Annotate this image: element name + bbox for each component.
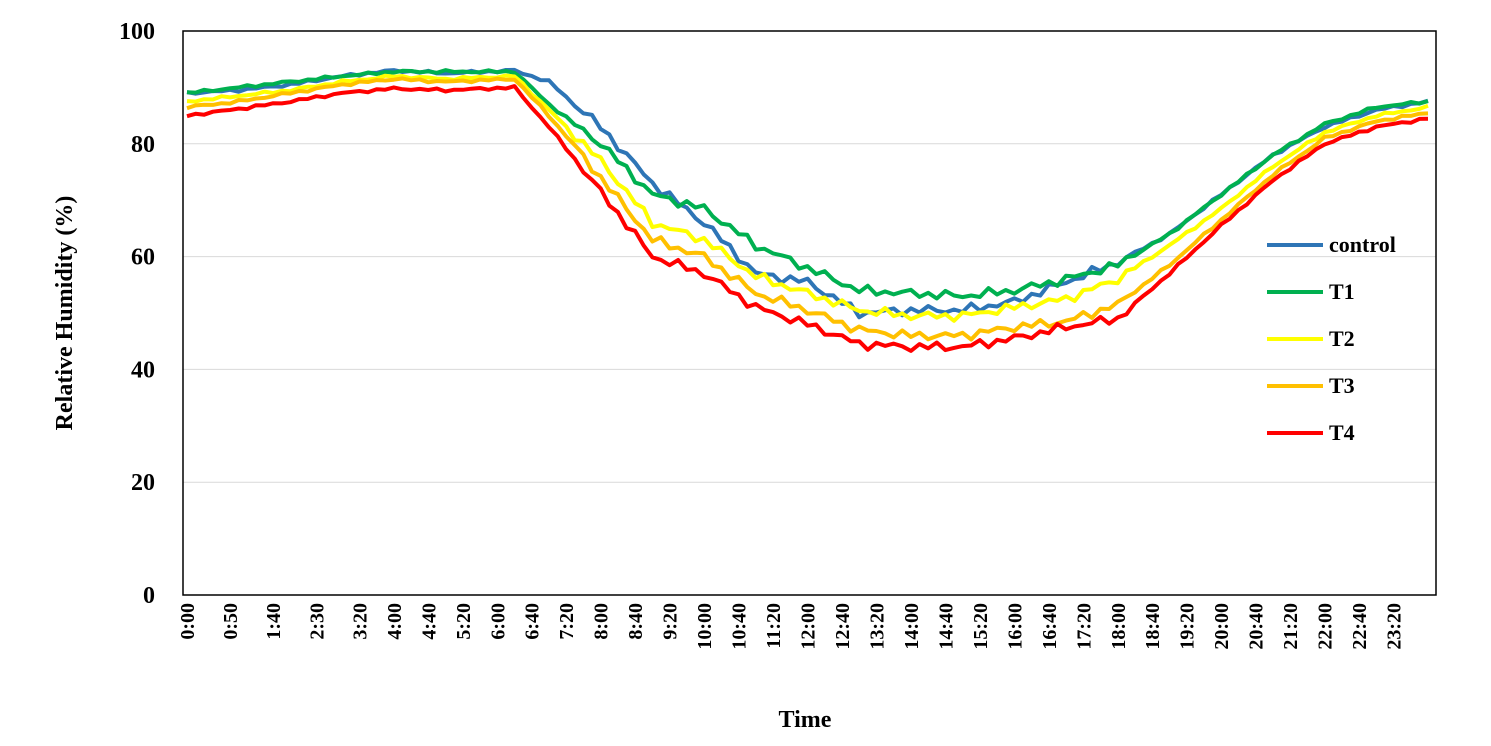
legend-label: T2 [1329,326,1355,351]
x-tick-label: 20:40 [1246,603,1268,650]
legend-label: T4 [1329,420,1355,445]
series-line-t4 [186,84,1429,353]
grid-lines [183,30,1436,483]
x-tick-label: 4:00 [384,603,406,640]
x-tick-label: 9:20 [660,603,682,640]
x-tick-label: 6:00 [487,603,509,640]
y-axis-ticks: 0 20 40 60 80 100 [119,19,155,609]
x-tick-label: 18:00 [1108,603,1130,650]
x-tick-label: 21:20 [1280,603,1302,650]
y-axis-title: Relative Humidity (%) [52,196,78,431]
x-tick-label: 5:20 [453,603,475,640]
x-tick-label: 4:40 [418,603,440,640]
legend-label: T3 [1329,373,1355,398]
x-tick-label: 13:20 [866,603,888,650]
x-tick-label: 0:00 [177,603,199,640]
y-tick-label: 20 [131,470,155,496]
x-tick-label: 14:00 [901,603,923,650]
x-tick-label: 8:00 [591,603,613,640]
x-tick-label: 20:00 [1211,603,1233,650]
series-layer [186,67,1429,353]
x-tick-label: 8:40 [625,603,647,640]
legend: control T1 T2 T3 T4 [1267,232,1396,445]
x-tick-label: 10:40 [729,603,751,650]
x-tick-label: 17:20 [1073,603,1095,650]
x-axis-title: Time [779,707,832,733]
x-tick-label: 11:20 [763,603,785,649]
x-tick-label: 22:40 [1349,603,1371,650]
x-tick-label: 2:30 [306,603,328,640]
x-tick-label: 7:20 [556,603,578,640]
x-tick-label: 0:50 [220,603,242,640]
plot-area-border [182,30,1437,596]
x-tick-label: 14:40 [935,603,957,650]
series-line-t3 [186,76,1429,342]
y-tick-label: 40 [131,357,155,383]
y-tick-label: 60 [131,245,155,271]
legend-label: T1 [1329,279,1355,304]
x-tick-label: 12:00 [798,603,820,650]
x-tick-label: 19:20 [1177,603,1199,650]
x-tick-label: 6:40 [522,603,544,640]
y-tick-label: 80 [131,132,155,158]
x-tick-label: 3:20 [349,603,371,640]
series-line-t1 [186,68,1429,301]
x-tick-label: 10:00 [694,603,716,650]
x-tick-label: 16:40 [1039,603,1061,650]
x-tick-label: 15:20 [970,603,992,650]
x-tick-label: 22:00 [1315,603,1337,650]
x-tick-label: 16:00 [1004,603,1026,650]
series-line-t2 [186,73,1429,323]
y-tick-label: 100 [119,19,155,45]
x-axis-ticks: 0:00 0:50 1:40 2:30 3:20 4:00 4:40 5:20 6:00 6:40… [177,603,1406,650]
y-tick-label: 0 [143,583,155,609]
legend-label: control [1329,232,1396,257]
x-tick-label: 1:40 [263,603,285,640]
x-tick-label: 23:20 [1384,603,1406,650]
x-tick-label: 12:40 [832,603,854,650]
x-tick-label: 18:40 [1142,603,1164,650]
